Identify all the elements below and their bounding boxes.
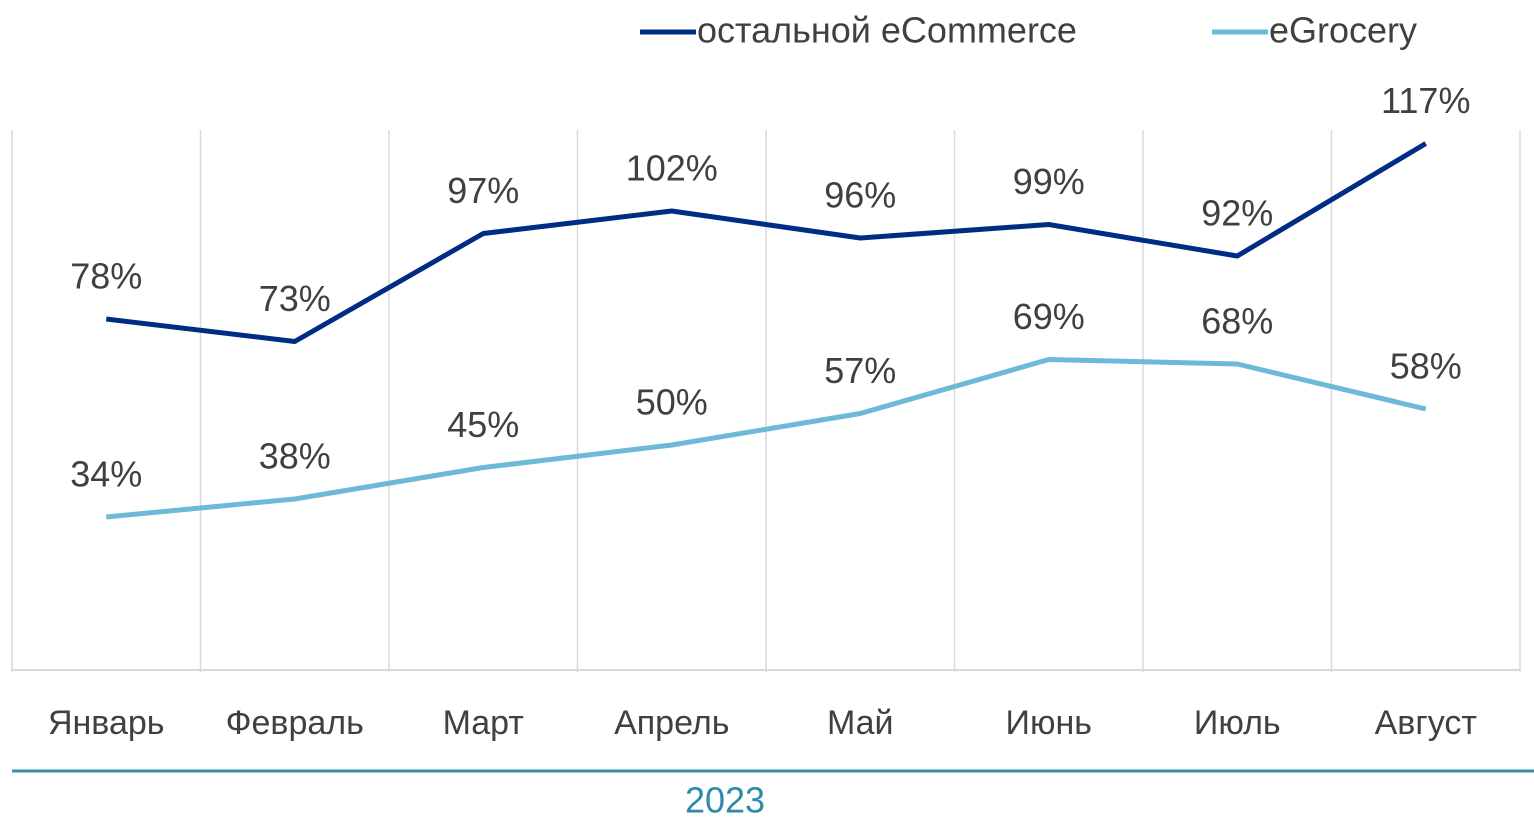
x-group-label: 2023 [685,780,765,821]
data-label: 38% [259,436,331,477]
data-label: 58% [1390,346,1462,387]
data-label: 69% [1013,296,1085,337]
x-tick-label: Июль [1194,704,1281,742]
data-label: 96% [824,175,896,216]
legend-label: остальной eCommerce [697,10,1077,51]
data-label: 73% [259,278,331,319]
data-label: 68% [1201,301,1273,342]
legend-label: eGrocery [1269,10,1417,51]
data-label: 102% [626,148,718,189]
series-line [105,141,1428,344]
x-tick-label: Февраль [226,704,364,742]
data-label: 34% [70,454,142,495]
x-tick-label: Апрель [614,704,729,742]
data-label: 97% [447,170,519,211]
x-tick-label: Май [827,704,894,742]
x-tick-label: Март [443,704,524,742]
data-label: 99% [1013,161,1085,202]
data-label: 117% [1381,80,1470,121]
data-label: 78% [70,256,142,297]
x-tick-label: Август [1375,704,1477,742]
data-label: 50% [636,382,708,423]
data-label: 57% [824,350,896,391]
data-label: 45% [447,404,519,445]
x-tick-label: Июнь [1006,704,1092,742]
data-label: 92% [1201,193,1273,234]
x-tick-label: Январь [48,704,165,742]
series-line [106,357,1427,520]
